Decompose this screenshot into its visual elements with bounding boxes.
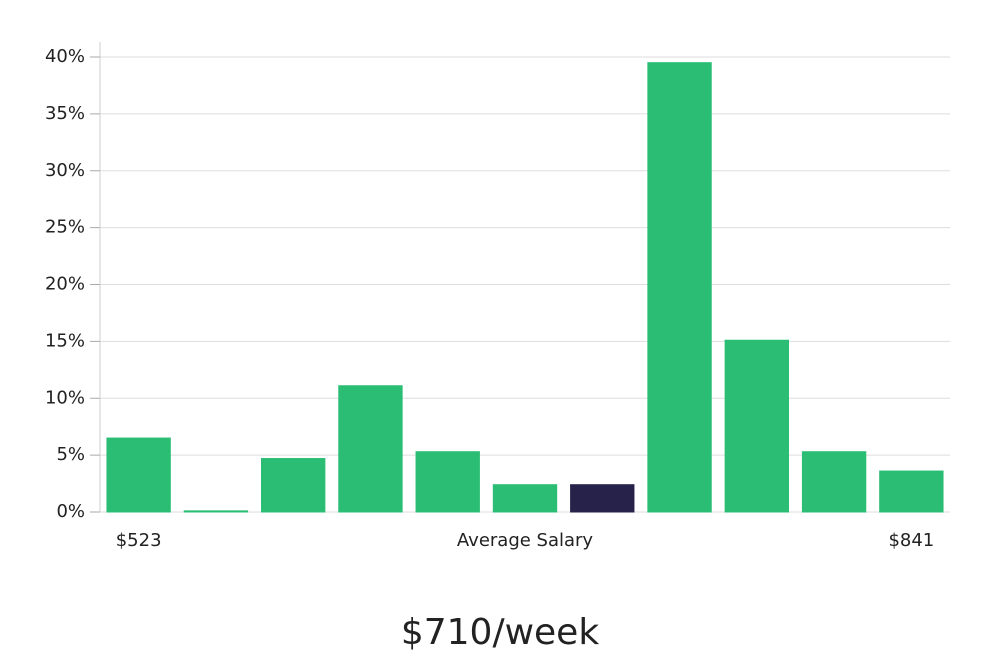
y-tick-label: 20% (45, 274, 85, 295)
bar (492, 484, 558, 513)
bar (106, 437, 171, 513)
y-tick-label: 40% (45, 46, 85, 67)
y-tick-label: 5% (56, 444, 85, 465)
y-tick-label: 0% (56, 501, 85, 522)
bar (801, 451, 867, 513)
bar (183, 510, 249, 513)
bar (570, 484, 635, 513)
y-tick-label: 10% (45, 387, 85, 408)
bar (724, 339, 789, 513)
y-tick-label: 30% (45, 160, 85, 181)
y-tick-label: 35% (45, 103, 85, 124)
bar (879, 470, 944, 513)
chart-title: $710/week (401, 612, 599, 653)
bar (415, 451, 480, 513)
bar (647, 62, 712, 513)
bar (261, 458, 326, 513)
x-tick-label: $841 (888, 530, 934, 551)
bar (338, 385, 403, 513)
x-axis-label: Average Salary (457, 530, 594, 551)
x-tick-label: $523 (116, 530, 162, 551)
y-tick-label: 15% (45, 330, 85, 351)
y-tick-label: 25% (45, 217, 85, 238)
